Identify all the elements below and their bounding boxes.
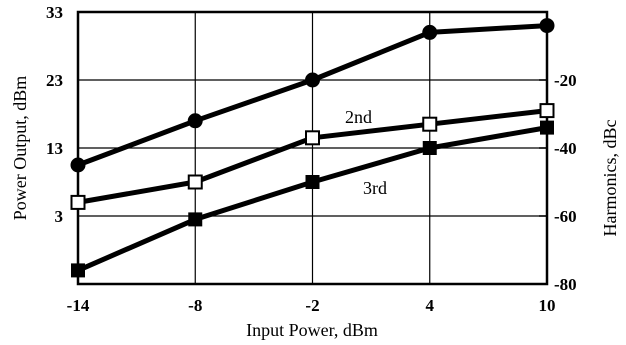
plot-frame xyxy=(76,10,549,286)
tick-labels: -14 -8 -2 4 10 33 23 13 3 -20 -40 -60 -80 xyxy=(46,3,577,315)
x-axis-title: Input Power, dBm xyxy=(246,320,378,340)
data-point-filled-square xyxy=(305,175,320,189)
right-y-tick-label: -80 xyxy=(554,275,577,294)
data-point-circle xyxy=(187,113,203,129)
data-point-circle xyxy=(70,157,86,173)
right-y-tick-label: -40 xyxy=(554,139,577,158)
data-point-circle xyxy=(422,24,438,40)
series-label-2nd: 2nd xyxy=(345,107,372,127)
right-y-tick-label: -60 xyxy=(554,207,577,226)
x-tick-label: -2 xyxy=(305,296,319,315)
data-point-circle xyxy=(305,72,320,88)
data-point-circle xyxy=(539,18,555,34)
data-point-open-square xyxy=(187,174,203,190)
x-tick-label: 10 xyxy=(539,296,556,315)
series-label-3rd: 3rd xyxy=(363,178,387,198)
data-point-filled-square xyxy=(540,120,554,135)
left-y-tick-label: 13 xyxy=(46,139,63,158)
data-point-filled-square xyxy=(188,212,203,227)
series-lines xyxy=(70,18,555,278)
x-tick-label: -14 xyxy=(67,296,90,315)
left-y-tick-label: 33 xyxy=(46,3,63,22)
x-tick-label: 4 xyxy=(426,296,435,315)
left-y-tick-label: 3 xyxy=(55,207,64,226)
right-y-tick-label: -20 xyxy=(554,71,577,90)
data-point-open-square xyxy=(305,130,320,146)
right-y-axis-title: Harmonics, dBc xyxy=(600,120,620,237)
data-point-filled-square xyxy=(71,263,85,278)
data-point-open-square xyxy=(422,116,438,132)
data-point-filled-square xyxy=(422,141,437,155)
grid-lines xyxy=(78,12,547,285)
data-point-open-square xyxy=(70,194,86,210)
left-y-axis-title: Power Output, dBm xyxy=(10,76,30,221)
data-point-open-square xyxy=(539,103,555,119)
left-y-tick-label: 23 xyxy=(46,71,63,90)
x-tick-label: -8 xyxy=(188,296,202,315)
